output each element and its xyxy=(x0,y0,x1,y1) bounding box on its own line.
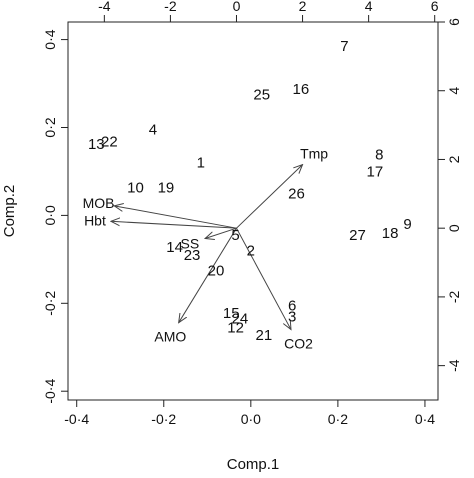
top-tick-label: 6 xyxy=(431,0,439,14)
observation-point-5: 5 xyxy=(231,227,239,244)
observation-point-20: 20 xyxy=(208,262,225,279)
loading-label-co2: CO2 xyxy=(284,336,313,352)
top-tick-label: 4 xyxy=(365,0,373,14)
observation-point-3: 3 xyxy=(288,308,296,325)
right-tick-label: 6 xyxy=(446,18,462,26)
observation-point-13: 13 xyxy=(88,136,105,153)
loading-label-mob: MOB xyxy=(83,195,115,211)
observation-point-16: 16 xyxy=(293,81,310,98)
observation-point-15: 15 xyxy=(223,305,240,322)
observation-point-2: 2 xyxy=(247,243,255,260)
observation-point-10: 10 xyxy=(127,179,144,196)
loading-label-amo: AMO xyxy=(154,328,186,344)
observation-point-7: 7 xyxy=(340,38,348,55)
x-tick-label: -0·4 xyxy=(64,411,89,427)
left-axis: -0·4 -0·2 0·0 0·2 0·4 xyxy=(42,29,68,404)
loading-label-tmp: Tmp xyxy=(300,146,328,162)
right-tick-label: 2 xyxy=(446,155,462,163)
x-axis-label: Comp.1 xyxy=(227,456,280,473)
top-axis: -4 -2 0 2 4 6 xyxy=(98,0,439,22)
loading-arrow-mob xyxy=(114,206,237,229)
observation-point-18: 18 xyxy=(382,225,399,242)
y-tick-label: 0·0 xyxy=(42,205,58,225)
x-tick-label: -0·2 xyxy=(151,411,176,427)
x-tick-label: 0·2 xyxy=(328,411,348,427)
observation-point-6: 6 xyxy=(288,298,296,315)
plot-frame xyxy=(67,21,439,401)
loading-arrow-amo xyxy=(179,227,237,323)
observation-point-27: 27 xyxy=(349,227,366,244)
observation-point-14: 14 xyxy=(166,239,183,256)
loading-arrow-ss xyxy=(205,227,237,238)
top-tick-label: 0 xyxy=(233,0,241,14)
observation-point-21: 21 xyxy=(256,327,273,344)
y-tick-label: 0·4 xyxy=(42,29,58,49)
y-tick-label: 0·2 xyxy=(42,117,58,137)
y-tick-label: -0·2 xyxy=(42,291,58,316)
right-tick-label: -4 xyxy=(446,359,462,372)
top-tick-label: 2 xyxy=(299,0,307,14)
right-tick-label: 0 xyxy=(446,224,462,232)
observation-point-24: 24 xyxy=(232,311,249,328)
y-tick-label: -0·4 xyxy=(42,379,58,404)
y-axis-label: Comp.2 xyxy=(1,185,18,238)
x-tick-label: 0·0 xyxy=(241,411,261,427)
observation-point-22: 22 xyxy=(101,134,118,151)
top-tick-label: -2 xyxy=(164,0,177,14)
loading-arrow-tmp xyxy=(236,165,302,229)
right-axis: -4 -2 0 2 4 6 xyxy=(438,18,462,372)
observation-point-4: 4 xyxy=(149,122,157,139)
observation-point-9: 9 xyxy=(403,216,411,233)
observation-point-17: 17 xyxy=(367,163,384,180)
observation-point-12: 12 xyxy=(227,319,244,336)
observation-labels: 1234567891012131415161718192021222324252… xyxy=(88,38,412,344)
observation-point-19: 19 xyxy=(158,180,175,197)
observation-point-1: 1 xyxy=(197,155,205,172)
right-tick-label: 4 xyxy=(446,87,462,95)
bottom-axis: -0·4 -0·2 0·0 0·2 0·4 xyxy=(64,400,435,427)
loading-arrow-hbt xyxy=(111,221,237,229)
observation-point-8: 8 xyxy=(375,147,383,164)
observation-point-26: 26 xyxy=(288,185,305,202)
observation-point-25: 25 xyxy=(253,87,270,104)
loading-label-ss: SS xyxy=(181,235,200,251)
x-tick-label: 0·4 xyxy=(415,411,435,427)
right-tick-label: -2 xyxy=(446,290,462,303)
observation-point-23: 23 xyxy=(184,247,201,264)
top-tick-label: -4 xyxy=(98,0,111,14)
loading-arrow-co2 xyxy=(236,227,291,329)
loading-label-hbt: Hbt xyxy=(84,212,106,228)
